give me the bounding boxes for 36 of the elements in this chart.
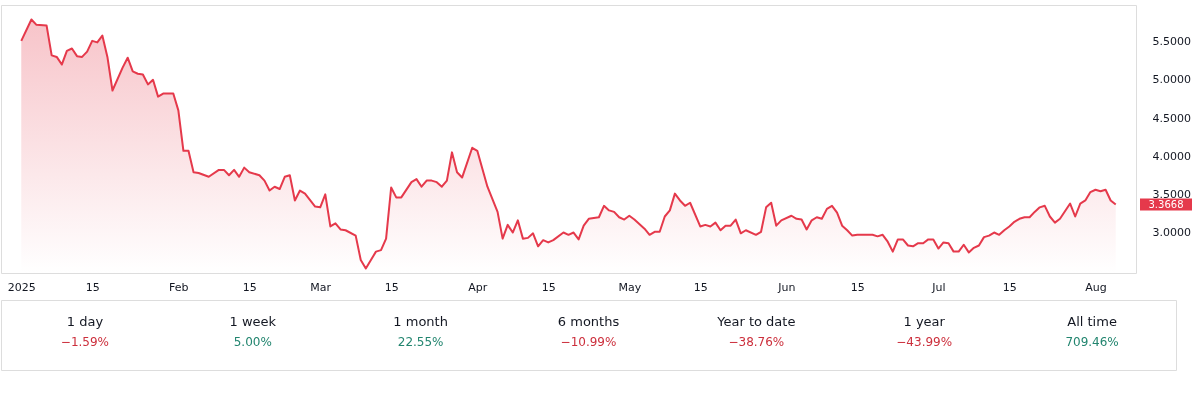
y-tick-label: 4.0000 (1152, 149, 1191, 163)
category-label: Year to date (716, 314, 796, 329)
text: −38.76% (728, 335, 785, 349)
category-label: 1 week (229, 314, 277, 329)
text: −43.99% (896, 335, 953, 349)
text: −1.59% (60, 335, 110, 349)
x-tick-label: 15 (541, 280, 556, 294)
y-tick-label: 3.0000 (1152, 226, 1191, 240)
x-tick-label: Mar (310, 280, 332, 294)
category-label: 1 day (66, 314, 104, 329)
text: 3.3668 (1148, 198, 1184, 210)
x-tick-label: 2025 (7, 280, 36, 294)
text: 22.55% (397, 335, 444, 349)
x-tick-label: 15 (85, 280, 100, 294)
x-tick-label: 15 (1002, 280, 1017, 294)
x-tick-label: 15 (693, 280, 708, 294)
category-label: 6 months (557, 314, 620, 329)
y-tick-label: 5.0000 (1152, 73, 1191, 87)
text: −10.99% (560, 335, 617, 349)
y-tick-label: 5.5000 (1152, 35, 1191, 49)
x-tick-label: Aug (1085, 280, 1107, 294)
x-tick-label: Jul (931, 280, 946, 294)
x-tick-label: May (618, 280, 642, 294)
y-tick-label: 3.5000 (1152, 187, 1191, 201)
x-tick-label: 15 (384, 280, 399, 294)
x-tick-label: Jun (777, 280, 796, 294)
text: 709.46% (1065, 335, 1119, 349)
category-label: All time (1067, 314, 1117, 329)
x-tick-label: 15 (850, 280, 865, 294)
x-tick-label: 15 (242, 280, 257, 294)
text: 5.00% (233, 335, 272, 349)
category-label: 1 month (393, 314, 448, 329)
category-label: 1 year (903, 314, 946, 329)
y-tick-label: 4.5000 (1152, 111, 1191, 125)
x-tick-label: Feb (169, 280, 189, 294)
x-tick-label: Apr (468, 280, 488, 294)
